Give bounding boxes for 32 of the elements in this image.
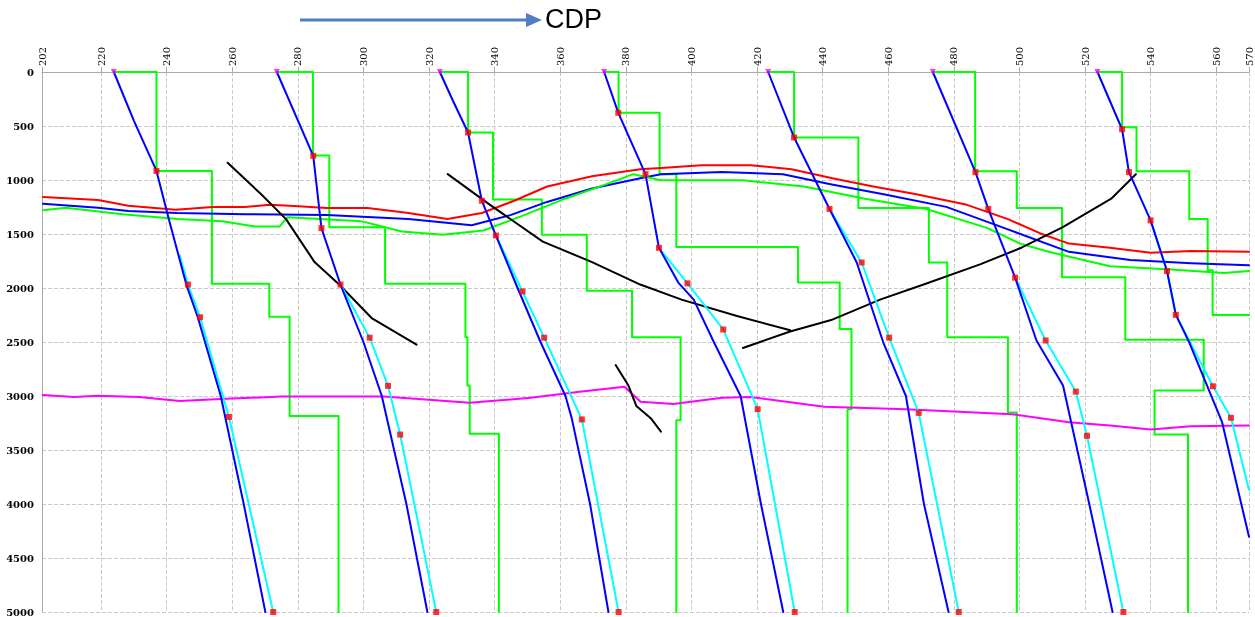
x-tick-label: 280 bbox=[292, 46, 304, 66]
x-tick-label: 380 bbox=[620, 46, 632, 66]
x-tick-label: 240 bbox=[161, 46, 173, 66]
y-tick-label: 3000 bbox=[6, 390, 35, 402]
y-tick-label: 0 bbox=[27, 66, 35, 78]
x-tick-label: 260 bbox=[226, 46, 238, 66]
x-tick-label: 500 bbox=[1013, 46, 1025, 66]
x-tick-label: 400 bbox=[685, 46, 697, 66]
x-tick-label: 440 bbox=[817, 46, 829, 66]
y-tick-label: 1000 bbox=[6, 174, 35, 186]
x-tick-label: 460 bbox=[882, 46, 894, 66]
y-tick-label: 2500 bbox=[6, 336, 35, 348]
x-axis-title: CDP bbox=[545, 4, 603, 35]
y-tick-label: 1500 bbox=[6, 228, 35, 240]
x-tick-label: 520 bbox=[1079, 46, 1091, 66]
y-tick-label: 3500 bbox=[6, 444, 35, 456]
x-tick-label: 480 bbox=[948, 46, 960, 66]
x-tick-label: 220 bbox=[95, 46, 107, 66]
y-tick-label: 500 bbox=[13, 120, 35, 132]
x-tick-label: 320 bbox=[423, 46, 435, 66]
x-tick-label: 202 bbox=[36, 46, 48, 66]
x-tick-label: 560 bbox=[1210, 46, 1222, 66]
x-tick-label: 360 bbox=[554, 46, 566, 66]
y-tick-label: 5000 bbox=[6, 606, 35, 617]
x-tick-label: 420 bbox=[751, 46, 763, 66]
y-tick-label: 4500 bbox=[6, 552, 35, 564]
y-tick-label: 4000 bbox=[6, 498, 35, 510]
x-tick-label: 540 bbox=[1145, 46, 1157, 66]
x-tick-label: 300 bbox=[357, 46, 369, 66]
x-tick-label: 340 bbox=[489, 46, 501, 66]
x-tick-label: 570 bbox=[1243, 46, 1255, 66]
y-tick-label: 2000 bbox=[6, 282, 35, 294]
